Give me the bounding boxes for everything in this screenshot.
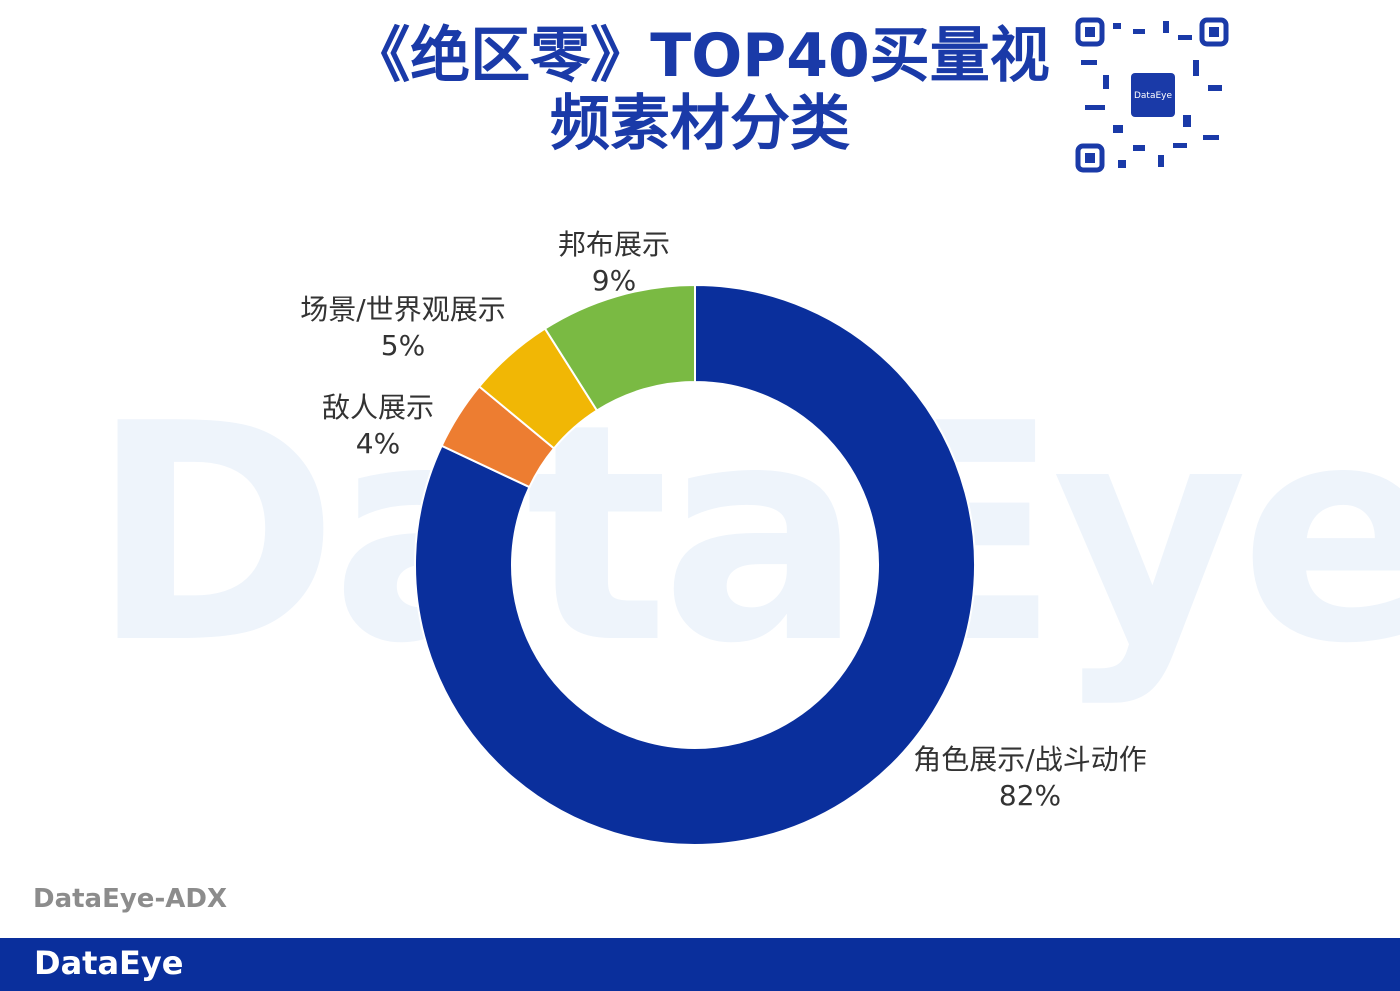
value-label: 4% <box>355 427 401 460</box>
source: DataEye-ADX <box>33 884 227 914</box>
donut-slice <box>414 283 976 846</box>
footer-brand: DataEye <box>34 944 184 982</box>
value-label: 9% <box>591 264 637 297</box>
category-label: 敌人展示 <box>321 391 434 424</box>
slice-label: 角色展示/战斗动作82% <box>910 742 1150 814</box>
slice-label: 敌人展示 4% <box>308 390 448 462</box>
watermark: DataEye <box>90 360 1400 709</box>
title: 《绝区零》TOP40买量视频素材分类 <box>350 21 1050 159</box>
qr-label: DataEye <box>1134 91 1173 101</box>
value-label: 82% <box>998 779 1062 812</box>
donut-slice <box>543 283 696 412</box>
category-label: 邦布展示 <box>557 228 670 261</box>
slice-label: 场景/世界观展示 5% <box>283 292 523 364</box>
footer-bar <box>0 938 1400 991</box>
category-label: 角色展示/战斗动作 <box>913 743 1147 776</box>
qr-code: DataEye <box>1073 15 1231 175</box>
category-label: 场景/世界观展示 <box>300 293 506 326</box>
slice-label: 邦布展示 9% <box>539 227 689 299</box>
value-label: 5% <box>380 329 426 362</box>
